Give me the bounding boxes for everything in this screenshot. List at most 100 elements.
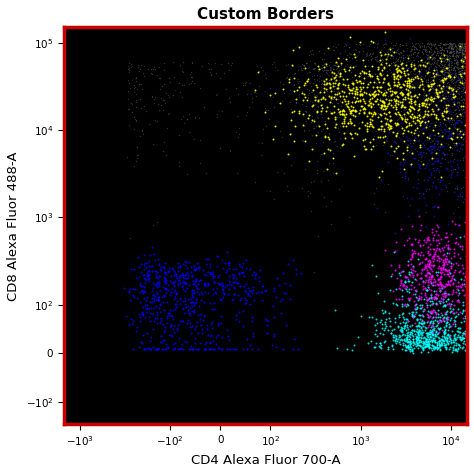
Point [225, 337, 232, 344]
Point [416, 259, 424, 266]
Point [437, 297, 444, 305]
Point [448, 48, 456, 56]
Point [450, 100, 458, 108]
Point [461, 40, 468, 48]
Point [443, 336, 451, 344]
Point [376, 69, 383, 77]
Point [457, 184, 465, 191]
Point [445, 62, 452, 69]
Point [424, 111, 432, 119]
Point [439, 40, 447, 48]
Point [448, 77, 456, 85]
Point [445, 92, 452, 100]
Point [428, 96, 436, 103]
Point [280, 169, 287, 177]
Point [455, 39, 463, 46]
Point [382, 119, 390, 127]
Point [400, 133, 407, 140]
Point [452, 63, 459, 70]
Point [378, 79, 386, 87]
Point [150, 295, 158, 302]
Point [225, 273, 233, 280]
Point [472, 129, 474, 137]
Point [427, 328, 435, 336]
Point [395, 263, 402, 271]
Point [200, 270, 207, 278]
Point [417, 312, 424, 319]
Point [430, 337, 438, 345]
Point [344, 83, 352, 91]
Point [449, 157, 457, 164]
Point [381, 307, 388, 315]
Point [403, 315, 411, 323]
Point [160, 138, 168, 146]
Point [397, 88, 404, 96]
Point [392, 337, 399, 345]
Point [459, 71, 466, 78]
Point [416, 274, 424, 282]
Point [434, 71, 442, 79]
Point [246, 103, 253, 111]
Point [403, 338, 411, 346]
Point [453, 58, 460, 65]
Point [411, 74, 419, 82]
Point [425, 263, 433, 270]
Point [437, 109, 444, 117]
Point [126, 59, 133, 67]
Point [260, 66, 267, 73]
Point [434, 139, 442, 147]
Point [427, 41, 434, 49]
Point [423, 48, 430, 55]
Point [423, 329, 430, 337]
Point [443, 40, 451, 48]
Point [433, 60, 440, 68]
Point [469, 111, 474, 118]
Point [451, 42, 458, 50]
Point [429, 66, 437, 73]
Point [438, 44, 445, 52]
Point [416, 137, 423, 144]
Point [423, 69, 431, 76]
Point [143, 304, 151, 311]
Point [391, 48, 398, 55]
Point [387, 97, 395, 104]
Point [425, 317, 432, 325]
Point [457, 118, 465, 126]
Point [427, 60, 435, 68]
Point [391, 73, 398, 80]
Point [454, 116, 462, 123]
Point [431, 293, 438, 301]
Point [391, 101, 398, 109]
Point [410, 61, 418, 68]
Point [443, 72, 450, 80]
Point [462, 42, 470, 49]
Point [423, 342, 430, 349]
Point [408, 310, 416, 318]
Point [454, 98, 461, 105]
Point [326, 78, 334, 86]
Point [451, 66, 458, 73]
Point [430, 72, 438, 80]
Point [460, 90, 467, 97]
Point [310, 268, 318, 275]
Point [150, 284, 157, 292]
Point [171, 270, 179, 277]
Point [204, 331, 212, 338]
Point [402, 84, 410, 91]
Point [209, 272, 216, 280]
Point [389, 103, 396, 111]
Point [386, 82, 394, 90]
Point [461, 104, 468, 111]
Point [432, 300, 440, 308]
Point [458, 55, 465, 63]
Point [160, 264, 168, 272]
Point [420, 306, 428, 313]
Point [459, 44, 466, 51]
Point [188, 295, 195, 302]
Point [428, 98, 435, 106]
Point [439, 315, 447, 322]
Point [458, 188, 465, 196]
Point [451, 330, 459, 337]
Point [389, 53, 396, 60]
Point [406, 84, 413, 91]
